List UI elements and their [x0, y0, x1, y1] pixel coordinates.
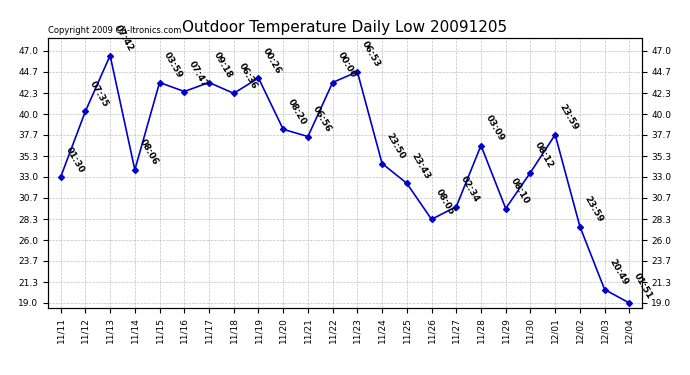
Text: 00:26: 00:26 — [262, 46, 283, 75]
Text: 09:18: 09:18 — [212, 50, 234, 80]
Text: 20:49: 20:49 — [607, 257, 629, 287]
Text: 06:53: 06:53 — [360, 40, 382, 69]
Text: 02:34: 02:34 — [459, 175, 481, 204]
Text: 03:59: 03:59 — [162, 50, 184, 80]
Text: 01:51: 01:51 — [632, 271, 654, 300]
Text: Copyright 2009 CA-ltronics.com: Copyright 2009 CA-ltronics.com — [48, 26, 181, 35]
Text: 07:47: 07:47 — [187, 59, 209, 89]
Text: 23:59: 23:59 — [558, 102, 580, 132]
Text: 07:35: 07:35 — [88, 79, 110, 108]
Text: 23:43: 23:43 — [410, 151, 432, 180]
Text: 23:50: 23:50 — [385, 132, 407, 161]
Title: Outdoor Temperature Daily Low 20091205: Outdoor Temperature Daily Low 20091205 — [182, 20, 508, 35]
Text: 06:36: 06:36 — [237, 62, 259, 90]
Text: 08:06: 08:06 — [137, 138, 159, 167]
Text: 06:56: 06:56 — [310, 105, 333, 134]
Text: 08:05: 08:05 — [434, 188, 456, 216]
Text: 03:09: 03:09 — [484, 114, 506, 143]
Text: 08:10: 08:10 — [509, 177, 531, 206]
Text: 08:12: 08:12 — [533, 141, 555, 170]
Text: 23:59: 23:59 — [582, 194, 605, 224]
Text: 07:42: 07:42 — [113, 23, 135, 53]
Text: 01:30: 01:30 — [63, 145, 86, 174]
Text: 00:00: 00:00 — [335, 51, 357, 80]
Text: 08:20: 08:20 — [286, 98, 308, 126]
